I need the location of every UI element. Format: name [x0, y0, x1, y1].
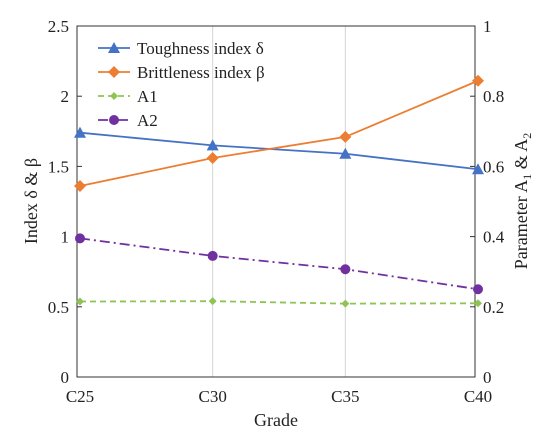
right-tick-label: 0.4 [483, 228, 505, 247]
legend-item: Toughness index δ [98, 39, 264, 58]
left-tick-label: 1.5 [48, 157, 69, 176]
data-point [110, 92, 118, 100]
data-point [109, 115, 119, 125]
legend-item: Brittleness index β [98, 63, 265, 82]
data-point [474, 299, 482, 308]
series [76, 297, 482, 308]
data-point [76, 297, 84, 306]
x-tick-label: C25 [66, 387, 94, 406]
data-point [472, 163, 484, 175]
right-tick-label: 0 [483, 368, 492, 387]
series-line [79, 237, 479, 291]
data-point [208, 297, 217, 306]
data-point [206, 139, 219, 151]
legend-label: A2 [137, 111, 158, 130]
left-tick-label: 0 [61, 368, 70, 387]
data-point [473, 284, 483, 295]
legend-label: Toughness index δ [137, 39, 264, 58]
data-point [75, 233, 85, 244]
left-y-axis-ticks: 0 0.5 1 1.5 2 2.5 [48, 17, 82, 387]
right-y-axis-title-mid: & A [511, 139, 531, 174]
right-y-axis-title: Parameter A1 & A2 [511, 133, 534, 269]
legend: Toughness index δ Brittleness index β A1 A2 [98, 39, 265, 130]
series [75, 233, 483, 295]
data-point [108, 42, 120, 53]
left-y-axis-title: Index δ & β [21, 158, 41, 244]
x-tick-label: C40 [464, 387, 492, 406]
series [74, 126, 484, 175]
left-tick-label: 2.5 [48, 17, 69, 36]
right-tick-label: 0.2 [483, 298, 504, 317]
right-tick-label: 1 [483, 17, 492, 36]
left-tick-label: 1 [61, 228, 70, 247]
x-tick-label: C35 [331, 387, 359, 406]
data-point [207, 250, 218, 261]
right-y-axis-title-base: Parameter A [511, 180, 531, 269]
x-axis-ticks: C25 C30 C35 C40 [66, 387, 492, 406]
series-line [79, 300, 479, 305]
right-tick-label: 0.8 [483, 87, 504, 106]
right-y-axis-ticks: 0 0.2 0.4 0.6 0.8 1 [470, 17, 505, 387]
series [74, 74, 484, 193]
data-point [339, 130, 352, 143]
data-point [340, 264, 351, 275]
grid-lines [212, 26, 346, 377]
legend-label: Brittleness index β [137, 63, 265, 82]
legend-item: A1 [98, 87, 158, 106]
left-tick-label: 0.5 [48, 298, 69, 317]
series-line [79, 79, 479, 187]
left-tick-label: 2 [61, 87, 70, 106]
right-y-axis-title-sub2: 2 [520, 133, 534, 139]
plot-frame [76, 25, 476, 378]
data-point [341, 299, 350, 308]
data-point [108, 66, 120, 78]
legend-label: A1 [137, 87, 158, 106]
series-group [74, 74, 484, 308]
x-axis-title: Grade [254, 410, 298, 430]
data-point [74, 126, 86, 138]
data-point [206, 151, 219, 164]
legend-item: A2 [98, 111, 158, 130]
series-line [79, 131, 479, 171]
data-point [74, 180, 86, 193]
data-point [472, 74, 484, 87]
data-point [339, 147, 352, 159]
x-tick-label: C30 [198, 387, 226, 406]
right-y-axis-title-sub1: 1 [520, 174, 534, 180]
right-tick-label: 0.6 [483, 157, 504, 176]
